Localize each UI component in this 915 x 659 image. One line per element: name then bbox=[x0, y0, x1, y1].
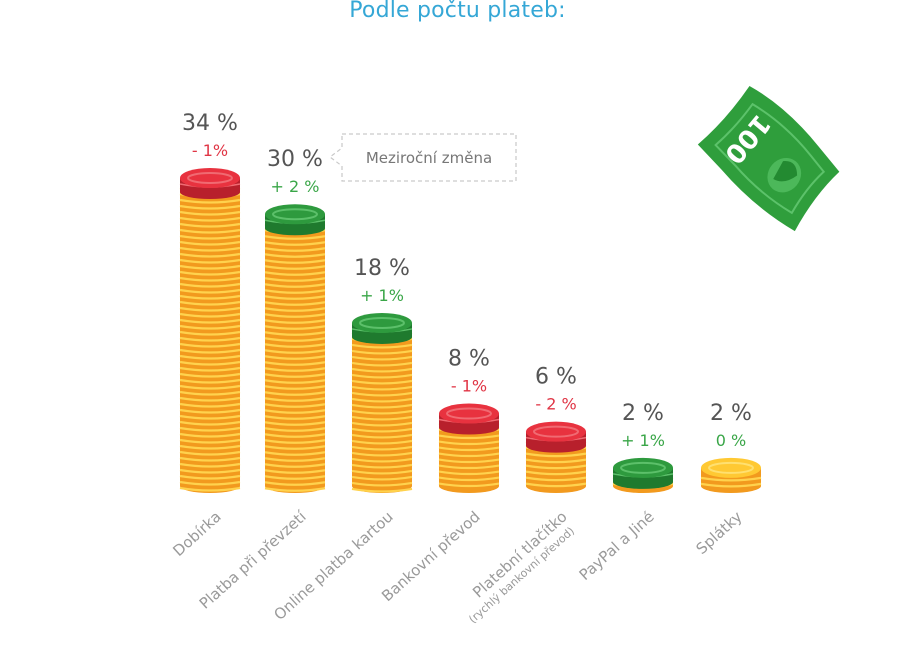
tooltip-label: Meziroční změna bbox=[366, 149, 492, 167]
value-label: 6 % bbox=[535, 365, 577, 390]
value-label: 18 % bbox=[354, 256, 410, 281]
coin-stack-1 bbox=[179, 168, 241, 493]
coin-stack-4 bbox=[438, 403, 500, 493]
tooltip-box bbox=[329, 133, 517, 182]
change-label: 0 % bbox=[716, 431, 746, 450]
value-label: 8 % bbox=[448, 347, 490, 372]
value-label: 34 % bbox=[182, 111, 238, 136]
category-label: Dobírka bbox=[169, 508, 224, 560]
change-label: + 2 % bbox=[271, 177, 320, 196]
category-label-group: Splátky bbox=[693, 508, 746, 558]
top-coin-face bbox=[526, 421, 586, 442]
coin-stripes bbox=[351, 331, 413, 493]
coin-stack-5 bbox=[525, 421, 587, 493]
coin-stripes bbox=[700, 476, 762, 488]
value-label: 30 % bbox=[267, 147, 323, 172]
change-label: - 1% bbox=[451, 377, 487, 396]
coin-stack-6 bbox=[612, 457, 674, 493]
change-label: - 2 % bbox=[535, 395, 576, 414]
change-label: + 1% bbox=[621, 431, 665, 450]
yoy-change-tooltip: Meziroční změna bbox=[329, 133, 517, 182]
top-coin-face bbox=[701, 457, 761, 478]
category-label: Splátky bbox=[693, 508, 746, 558]
top-coin-face bbox=[613, 457, 673, 478]
category-label: Platební tlačítko bbox=[469, 508, 570, 602]
coin-stack-7 bbox=[700, 457, 762, 493]
top-coin-face bbox=[180, 168, 240, 188]
coin-stripes bbox=[179, 186, 241, 492]
value-label: 2 % bbox=[710, 401, 752, 426]
value-label: 2 % bbox=[622, 401, 664, 426]
top-coin-face bbox=[439, 403, 499, 424]
category-label-group: Dobírka bbox=[169, 508, 224, 560]
top-coin-face bbox=[265, 204, 325, 225]
coin-stack-3 bbox=[351, 312, 413, 493]
category-label: PayPal a Jiné bbox=[576, 508, 658, 584]
banknote-icon: 100 bbox=[697, 85, 840, 232]
category-label-group: PayPal a Jiné bbox=[576, 508, 658, 584]
change-label: + 1% bbox=[360, 286, 404, 305]
top-coin-face bbox=[352, 312, 412, 333]
coin-stack-body bbox=[352, 322, 412, 486]
chart-title: Podle počtu plateb: bbox=[349, 0, 566, 23]
change-label: - 1% bbox=[192, 141, 228, 160]
coin-stack-2 bbox=[264, 204, 326, 493]
